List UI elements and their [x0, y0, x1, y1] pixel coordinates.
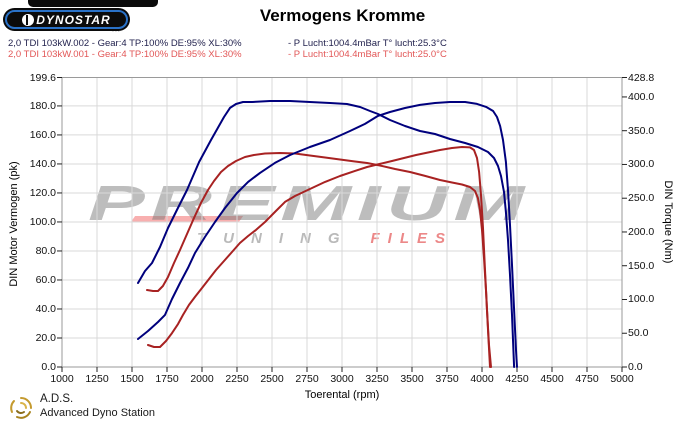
x-tick-label: 2750 — [295, 373, 319, 385]
y-left-tick-label: 40.0 — [35, 302, 56, 315]
legend-run-001: 2,0 TDI 103kW.001 - Gear:4 TP:100% DE:95… — [0, 49, 685, 60]
x-tick-label: 4750 — [575, 373, 599, 385]
dynostar-logo-ring: DYNOSTAR — [5, 10, 128, 29]
y-left-tick-label: 120.0 — [29, 186, 56, 199]
x-tick-label: 3250 — [365, 373, 389, 385]
y-left-tick-label: 160.0 — [29, 128, 56, 141]
dynostar-logo-text: DYNOSTAR — [36, 12, 111, 27]
y-left-tick-label: 180.0 — [29, 99, 56, 112]
y-left-tick-label: 199.6 — [29, 71, 56, 84]
y-left-tick-label: 80.0 — [35, 244, 56, 257]
x-tick-label: 4250 — [505, 373, 529, 385]
x-tick-label: 2500 — [260, 373, 284, 385]
watermark-premium: PREMIUM — [88, 175, 531, 231]
curve-run-001-torque-nm- — [146, 152, 491, 368]
y-left-tick-label: 140.0 — [29, 157, 56, 170]
y-right-tick-label: 50.0 — [628, 327, 649, 340]
x-tick-label: 4000 — [470, 373, 494, 385]
y-right-tick-label: 150.0 — [628, 259, 655, 272]
legend-run-002: 2,0 TDI 103kW.002 - Gear:4 TP:100% DE:95… — [0, 38, 685, 49]
logo-top-strip — [28, 0, 158, 7]
watermark-files: FILES — [370, 230, 454, 247]
y-left-tick-label: 0.0 — [41, 361, 56, 373]
legend-run-001-ambient: - P Lucht:1004.4mBar T° lucht:25.0°C — [288, 49, 447, 60]
x-tick-label: 3500 — [400, 373, 424, 385]
page-title: Vermogens Kromme — [259, 6, 426, 25]
watermark-tuning-files: TUNING FILES — [197, 230, 453, 247]
y-right-tick-label: 100.0 — [628, 293, 655, 306]
y-right-tick-label: 428.8 — [628, 71, 655, 84]
x-tick-label: 1500 — [120, 373, 144, 385]
x-tick-label: 2000 — [190, 373, 214, 385]
y-right-tick-label: 0.0 — [628, 361, 643, 373]
x-tick-label: 3000 — [330, 373, 354, 385]
x-tick-label: 4500 — [540, 373, 564, 385]
y-right-tick-label: 400.0 — [628, 90, 655, 103]
y-right-tick-label: 200.0 — [628, 225, 655, 238]
x-tick-label: 5000 — [610, 373, 634, 385]
y-right-tick-label: 350.0 — [628, 124, 655, 137]
ads-name: Advanced Dyno Station — [40, 407, 155, 419]
curve-run-002-power-pk- — [137, 101, 518, 368]
logo-note: ... — [112, 27, 121, 34]
dynostar-logo: DYNOSTAR — [3, 8, 130, 31]
ads-logo-icon — [10, 397, 32, 419]
legend-run-002-info: 2,0 TDI 103kW.002 - Gear:4 TP:100% DE:95… — [8, 38, 242, 49]
x-tick-label: 1000 — [50, 373, 74, 385]
curve-run-001-power-pk- — [147, 146, 492, 368]
y-right-tick-label: 250.0 — [628, 192, 655, 205]
x-tick-label: 2250 — [225, 373, 249, 385]
legend-run-002-ambient: - P Lucht:1004.4mBar T° lucht:25.3°C — [288, 38, 447, 49]
x-tick-label: 1750 — [155, 373, 179, 385]
y-right-tick-label: 300.0 — [628, 158, 655, 171]
y-left-tick-label: 60.0 — [35, 273, 56, 286]
x-tick-label: 1250 — [85, 373, 109, 385]
y-left-tick-label: 20.0 — [35, 331, 56, 344]
y-left-tick-label: 100.0 — [29, 215, 56, 228]
dynostar-d-icon — [22, 13, 35, 26]
watermark-tuning: TUNING — [197, 230, 357, 247]
x-axis-title: Toerental (rpm) — [304, 389, 380, 401]
x-tick-label: 3750 — [435, 373, 459, 385]
ads-abbr: A.D.S. — [40, 393, 74, 405]
legend-run-001-info: 2,0 TDI 103kW.001 - Gear:4 TP:100% DE:95… — [8, 49, 242, 60]
curve-run-002-torque-nm- — [137, 100, 516, 368]
